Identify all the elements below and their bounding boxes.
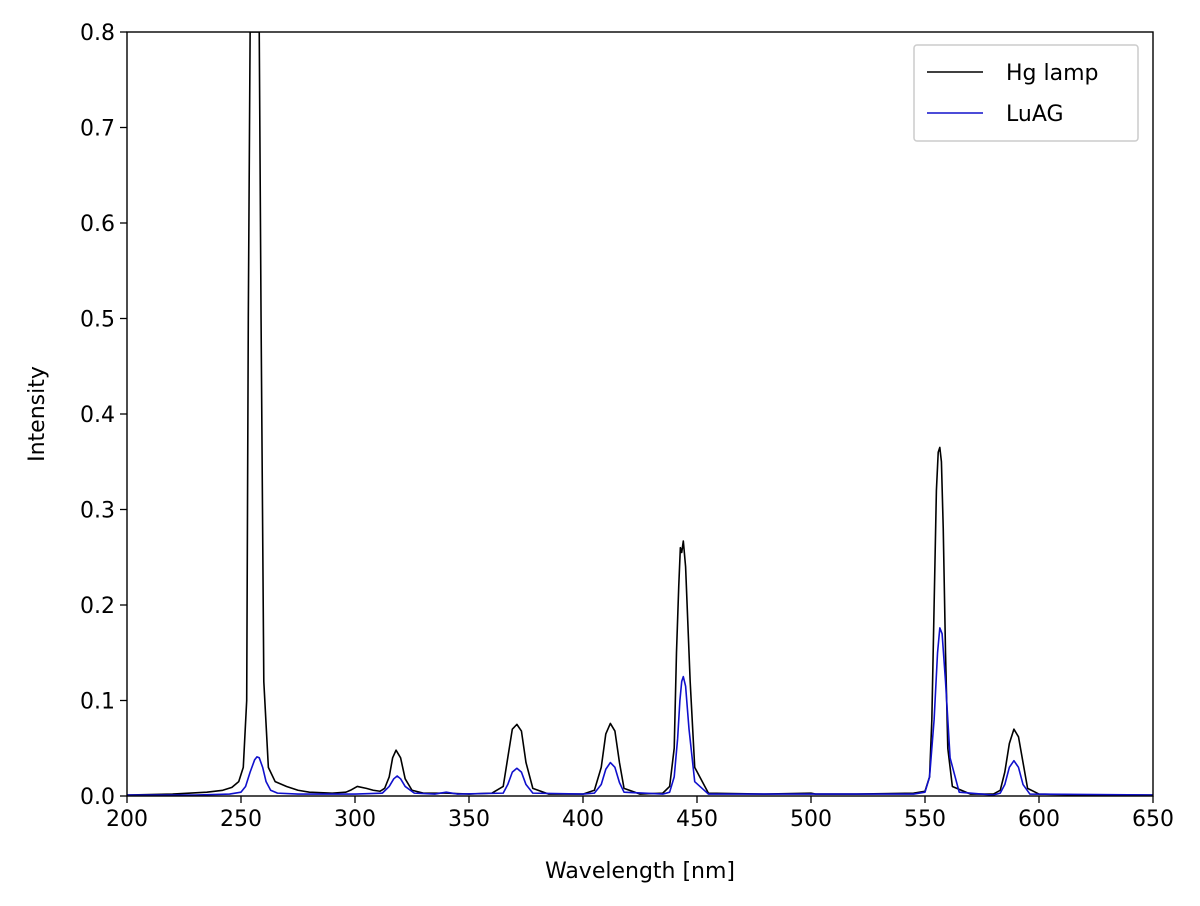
x-tick-label: 650 bbox=[1132, 807, 1174, 832]
x-tick-label: 600 bbox=[1018, 807, 1060, 832]
x-tick-label: 450 bbox=[676, 807, 718, 832]
y-tick-label: 0.5 bbox=[80, 308, 115, 333]
x-tick-label: 250 bbox=[220, 807, 262, 832]
y-tick-label: 0.2 bbox=[80, 594, 115, 619]
series-line-hg-lamp bbox=[127, 32, 1153, 796]
y-axis: 0.0 0.1 0.2 0.3 0.4 0.5 0.6 0.7 0.8 bbox=[80, 21, 127, 810]
y-tick-label: 0.4 bbox=[80, 403, 115, 428]
y-tick-label: 0.6 bbox=[80, 212, 115, 237]
legend-box bbox=[913, 44, 1139, 142]
series-layer bbox=[127, 32, 1153, 796]
x-tick-label: 300 bbox=[334, 807, 376, 832]
x-tick-label: 400 bbox=[562, 807, 604, 832]
x-tick-label: 550 bbox=[904, 807, 946, 832]
y-tick-label: 0.3 bbox=[80, 499, 115, 524]
x-tick-label: 500 bbox=[790, 807, 832, 832]
y-tick-label: 0.7 bbox=[80, 117, 115, 142]
x-tick-label: 350 bbox=[448, 807, 490, 832]
legend-label-luag: LuAG bbox=[1006, 102, 1064, 127]
y-axis-title: Intensity bbox=[25, 366, 50, 462]
plot-area-background bbox=[127, 32, 1153, 796]
legend-label-hg-lamp: Hg lamp bbox=[1006, 61, 1099, 86]
x-tick-label: 200 bbox=[106, 807, 148, 832]
y-tick-label: 0.0 bbox=[80, 785, 115, 810]
x-axis-title: Wavelength [nm] bbox=[545, 859, 735, 884]
legend: Hg lamp LuAG bbox=[913, 44, 1139, 142]
x-axis: 200 250 300 350 400 450 500 550 600 650 bbox=[106, 796, 1174, 832]
y-tick-label: 0.8 bbox=[80, 21, 115, 46]
series-line-luag bbox=[127, 627, 1153, 796]
y-tick-label: 0.1 bbox=[80, 690, 115, 715]
